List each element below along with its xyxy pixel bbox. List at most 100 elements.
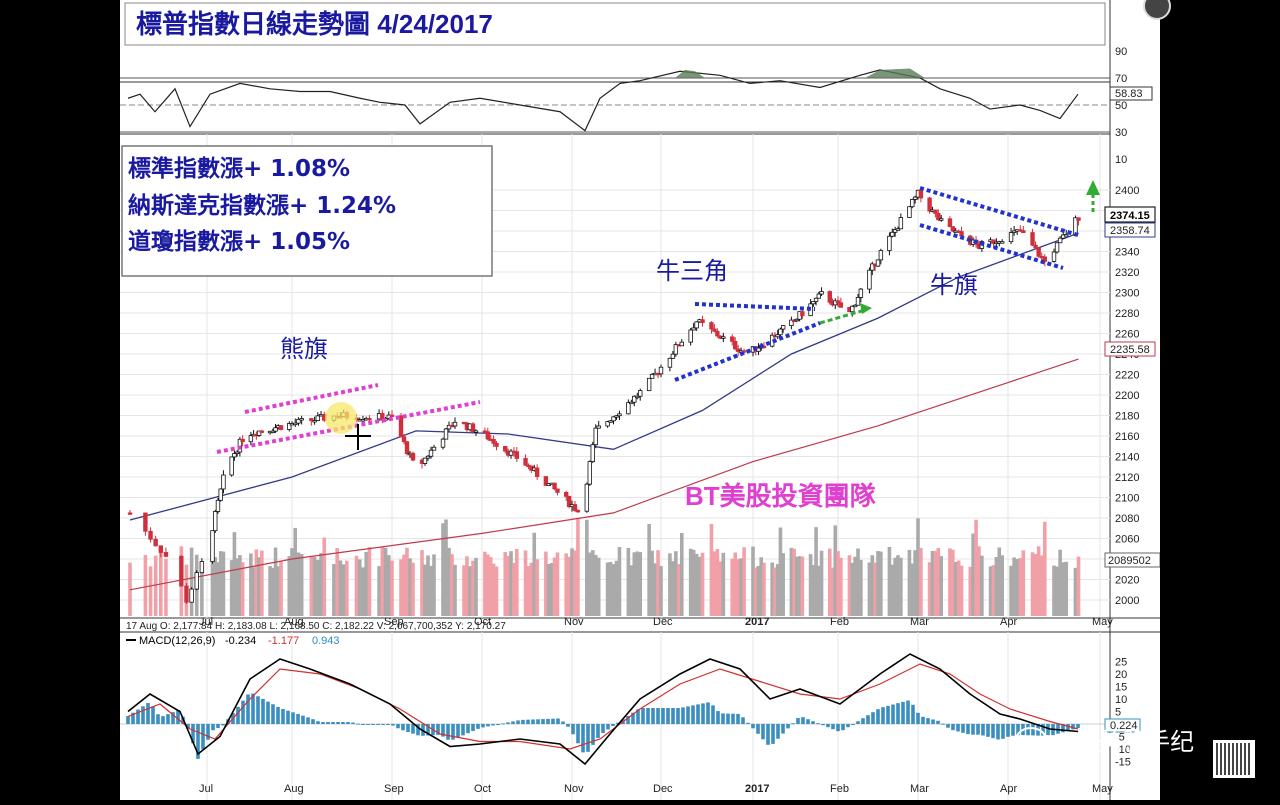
wechat-icon: [1015, 725, 1061, 757]
month-Nov-0: Nov: [564, 616, 584, 628]
bear-flag-label: 熊旗: [280, 335, 328, 363]
bull-triangle-label: 牛三角: [656, 257, 728, 285]
chart-panel: 2000202020402060208021002120214021602180…: [120, 0, 1161, 800]
ma50-line: [129, 232, 1079, 521]
up-arrow-head: [1086, 180, 1100, 195]
ma200-line: [129, 358, 1079, 591]
watermark: BT美股手纪: [1015, 722, 1194, 757]
month-Jul-0: Jul: [199, 616, 213, 628]
rsi-tick-70: 70: [1115, 73, 1127, 85]
price-tick-2300: 2300: [1115, 288, 1139, 300]
bull-flag-upper: [919, 186, 1079, 237]
macd-signal-line: [127, 663, 1079, 750]
breakout-arrow-line: [819, 308, 866, 325]
ohlc-readout: 17 Aug O: 2,177.84 H: 2,183.08 L: 2,168.…: [126, 621, 506, 632]
price-tick-2080: 2080: [1115, 513, 1139, 525]
price-tick-2160: 2160: [1115, 431, 1139, 443]
value-tags: 58.83 2374.15 2358.74 2235.58 2089502 0.…: [1104, 86, 1161, 733]
price-tick-2060: 2060: [1115, 534, 1139, 546]
price-tick-2260: 2260: [1115, 329, 1139, 341]
month-axis: Jul Jul Aug Aug Sep Sep Oct Oct Nov Nov Dec Dec 2017…: [199, 616, 1113, 795]
month-Sep-1: Sep: [384, 783, 404, 795]
rsi-tick-90: 90: [1115, 46, 1127, 58]
month-May-1: May: [1092, 783, 1113, 795]
price-tick-2340: 2340: [1115, 247, 1139, 259]
macd-hist-tag: 0.224: [1110, 720, 1138, 732]
breakout-arrow-head: [860, 303, 872, 314]
rsi-line: [127, 69, 1079, 132]
month-May-0: May: [1092, 616, 1113, 628]
price-tick-2400: 2400: [1115, 185, 1139, 197]
price-tick-2280: 2280: [1115, 308, 1139, 320]
macd-tick-5: 5: [1115, 707, 1121, 719]
macd-legend: MACD(12,26,9) -0.234 -1.177 0.943: [126, 635, 340, 647]
candlesticks: [127, 189, 1081, 604]
stat-sp: 標準指數漲+ 1.08%: [128, 155, 350, 182]
macd-value-1: -0.234: [225, 635, 256, 647]
chart-title: 標普指數日線走勢圖 4/24/2017: [136, 9, 493, 39]
price-tick-2220: 2220: [1115, 370, 1139, 382]
price-tick-2120: 2120: [1115, 472, 1139, 484]
month-Apr-0: Apr: [1000, 616, 1017, 628]
volume-bars: [128, 517, 1081, 616]
macd-tick--5: -5: [1115, 732, 1125, 744]
macd-tick-15: 15: [1115, 682, 1127, 694]
rsi-tick-30: 30: [1115, 127, 1127, 139]
month-2017-0: 2017: [745, 616, 769, 628]
rsi-tick-10: 10: [1115, 154, 1127, 166]
month-Mar-0: Mar: [910, 616, 929, 628]
price-tick-2180: 2180: [1115, 411, 1139, 423]
macd-tick-25: 25: [1115, 657, 1127, 669]
month-Oct-0: Oct: [474, 616, 491, 628]
macd-tick-10: 10: [1115, 694, 1127, 706]
macd-panel: [120, 653, 1110, 766]
price-axis: 2000202020402060208021002120214021602180…: [1115, 46, 1139, 769]
month-Aug-1: Aug: [284, 783, 304, 795]
ma200-tag: 2235.58: [1110, 344, 1150, 356]
bull-flag-label: 牛旗: [930, 271, 978, 299]
macd-tick-20: 20: [1115, 669, 1127, 681]
price-tick-2100: 2100: [1115, 493, 1139, 505]
qr-code-icon: [1213, 740, 1255, 778]
price-tick-2000: 2000: [1115, 595, 1139, 607]
macd-label: MACD(12,26,9): [139, 635, 215, 647]
month-Dec-0: Dec: [653, 616, 673, 628]
macd-value-2: -1.177: [268, 635, 299, 647]
price-tick-2140: 2140: [1115, 452, 1139, 464]
price-tick-2020: 2020: [1115, 575, 1139, 587]
bear-flag-upper: [244, 383, 379, 414]
ma50-tag: 2358.74: [1110, 225, 1150, 237]
bull-triangle-lower: [674, 321, 821, 382]
stats-box: 標準指數漲+ 1.08% 納斯達克指數漲+ 1.24% 道瓊指數漲+ 1.05%: [121, 145, 493, 277]
month-Dec-1: Dec: [653, 783, 673, 795]
month-Feb-1: Feb: [830, 783, 849, 795]
macd-tick--10: -10: [1115, 744, 1131, 756]
stat-nasdaq: 納斯達克指數漲+ 1.24%: [128, 192, 396, 219]
price-tick-2200: 2200: [1115, 390, 1139, 402]
title-box: 標普指數日線走勢圖 4/24/2017: [124, 2, 1106, 46]
month-2017-1: 2017: [745, 783, 769, 795]
chart-svg: 2000202020402060208021002120214021602180…: [120, 0, 1161, 800]
panel-frames: [120, 0, 1160, 800]
right-dark-area: [1160, 0, 1280, 800]
pattern-lines: [216, 180, 1100, 454]
macd-line: [127, 653, 1079, 766]
month-Jul-1: Jul: [199, 783, 213, 795]
macd-value-3: 0.943: [312, 635, 340, 647]
crosshair-cursor: [345, 424, 371, 450]
month-Oct-1: Oct: [474, 783, 491, 795]
rsi-panel: [120, 68, 1110, 133]
price-tick-2320: 2320: [1115, 267, 1139, 279]
team-label: BT美股投資團隊: [685, 481, 877, 511]
month-Nov-1: Nov: [564, 783, 584, 795]
highlight-circle: [325, 402, 357, 434]
watermark-text: BT美股手纪: [1067, 728, 1195, 756]
month-Mar-1: Mar: [910, 783, 929, 795]
stat-dow: 道瓊指數漲+ 1.05%: [128, 228, 350, 255]
last-price-tag: 2374.15: [1110, 210, 1150, 222]
bull-flag-lower: [919, 223, 1064, 270]
month-Aug-0: Aug: [284, 616, 304, 628]
close-icon[interactable]: [1143, 0, 1171, 20]
month-Sep-0: Sep: [384, 616, 404, 628]
month-Apr-1: Apr: [1000, 783, 1017, 795]
